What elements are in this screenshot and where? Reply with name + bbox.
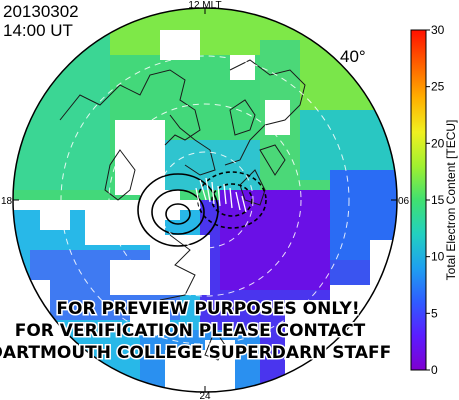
mlt-label-bottom: 24 [199, 391, 211, 400]
time-label: 14:00 UT [3, 21, 73, 40]
colorbar-tick-label: 25 [431, 80, 445, 94]
date-label: 20130302 [3, 2, 79, 21]
mlt-ticks [13, 8, 397, 392]
colorbar-title: Total Electron Content [TECU] [444, 120, 458, 281]
colorbar-tick-label: 5 [431, 306, 438, 320]
latitude-grid [60, 55, 350, 345]
watermark-line-2: FOR VERIFICATION PLEASE CONTACT [15, 321, 366, 341]
convection-contours [137, 171, 267, 247]
colorbar-scale [410, 29, 427, 371]
colorbar-tick-label: 10 [431, 250, 445, 264]
colorbar-tick-label: 0 [431, 363, 438, 377]
watermark-line-3: DARTMOUTH COLLEGE SUPERDARN STAFF [0, 343, 391, 363]
colorbar-tick-label: 30 [431, 23, 445, 37]
watermark-line-1: FOR PREVIEW PURPOSES ONLY! [56, 299, 359, 319]
colorbar-tick-label: 15 [431, 193, 445, 207]
mlt-label-right: 06 [398, 196, 410, 207]
coastlines [59, 59, 306, 361]
mlt-label-left: 18 [1, 196, 13, 207]
latitude-label: 40° [340, 47, 366, 66]
velocity-vectors [195, 177, 247, 213]
colorbar-ticks: 0 5 10 15 20 25 30 [426, 23, 445, 377]
watermark: FOR PREVIEW PURPOSES ONLY! FOR VERIFICAT… [0, 298, 393, 365]
colorbar-tick-label: 20 [431, 136, 445, 150]
colorbar: 0 5 10 15 20 25 30 Total Electron Content [TEC… [410, 23, 458, 377]
mlt-label-top: 12 MLT [188, 0, 221, 11]
